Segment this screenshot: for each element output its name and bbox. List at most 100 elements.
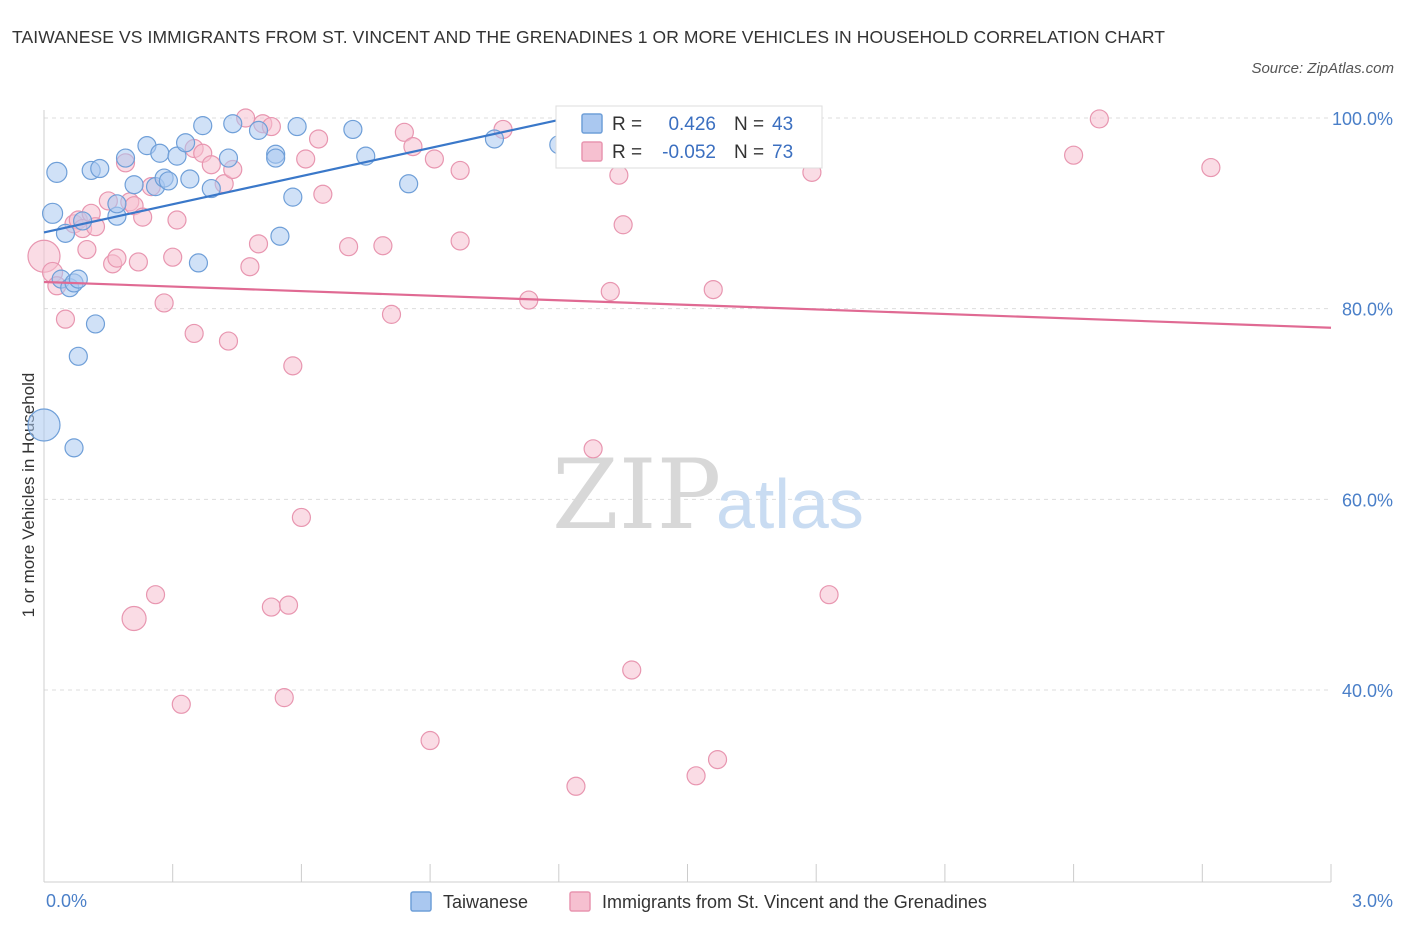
stats-n-value-2: 73 [772, 142, 793, 163]
trend-line-taiwanese [43, 118, 560, 234]
y-axis-title: 1 or more Vehicles in Household [19, 373, 38, 618]
immigrants-point-30 [218, 331, 239, 351]
watermark-zip: ZIP [552, 439, 721, 551]
immigrants-point-51 [424, 149, 444, 169]
source-label: Source: ZipAtlas.com [1251, 60, 1394, 77]
taiwanese-point-10 [73, 211, 93, 231]
immigrants-point-7 [77, 239, 97, 260]
taiwanese-point-17 [124, 175, 144, 195]
taiwanese-point-20 [150, 143, 170, 163]
immigrants-point-52 [450, 231, 470, 251]
stats-r-value-2: -0.052 [662, 142, 716, 163]
taiwanese-point-28 [201, 178, 221, 199]
legend-swatch-taiwanese [410, 891, 432, 912]
taiwanese-point-9 [68, 346, 88, 366]
y-tick-labels: 40.0% 60.0% 80.0% 100.0% [1332, 109, 1393, 701]
x-tick-label-min: 0.0% [46, 891, 87, 911]
immigrants-point-57 [566, 776, 586, 796]
immigrants-point-60 [609, 165, 629, 185]
taiwanese-point-34 [270, 226, 290, 246]
watermark-atlas: atlas [716, 465, 864, 543]
immigrants-point-22 [163, 247, 183, 267]
taiwanese-point-35 [283, 187, 303, 207]
taiwanese-point-30 [223, 114, 243, 134]
immigrants-point-44 [313, 184, 333, 204]
immigrants-point-3 [55, 309, 76, 329]
immigrants-point-38 [274, 688, 294, 708]
immigrants-point-66 [707, 749, 728, 770]
immigrants-point-40 [283, 356, 303, 376]
taiwanese-point-24 [175, 133, 196, 153]
immigrants-point-65 [703, 280, 723, 300]
immigrants-point-59 [600, 281, 620, 302]
immigrants-point-34 [248, 234, 269, 254]
legend-label-taiwanese: Taiwanese [443, 892, 528, 912]
x-ticks [172, 864, 1332, 882]
stats-swatch-taiwanese [581, 113, 603, 134]
legend-label-immigrants: Immigrants from St. Vincent and the Gren… [602, 892, 987, 912]
y-tick-label-80: 80.0% [1342, 300, 1393, 320]
immigrants-point-61 [613, 215, 633, 235]
immigrants-point-41 [291, 507, 311, 528]
y-tick-label-100: 100.0% [1332, 109, 1393, 129]
taiwanese-point-13 [90, 158, 110, 179]
stats-r-label-2: R = [612, 142, 642, 163]
immigrants-point-23 [167, 210, 187, 230]
taiwanese-point-37 [343, 119, 363, 140]
taiwanese-point-26 [188, 253, 209, 273]
y-tick-label-60: 60.0% [1342, 490, 1393, 510]
trend-line-immigrants [43, 280, 1332, 329]
taiwanese-point-15 [107, 194, 127, 214]
taiwanese-point-7 [68, 269, 88, 289]
taiwanese-point-12 [85, 314, 106, 334]
taiwanese-point-33 [266, 148, 286, 168]
immigrants-point-37 [261, 597, 281, 617]
legend-swatch-immigrants [569, 891, 591, 912]
immigrants-point-62 [622, 660, 642, 680]
immigrants-point-24 [171, 694, 191, 714]
immigrants-point-33 [240, 257, 260, 277]
stats-swatch-immigrants [581, 141, 603, 162]
trend-lines [43, 118, 1332, 329]
immigrants-point-20 [145, 585, 166, 605]
stats-n-value-1: 43 [772, 114, 793, 135]
immigrants-point-47 [381, 304, 402, 324]
taiwanese-point-2 [46, 161, 68, 183]
y-tick-label-40: 40.0% [1342, 681, 1393, 701]
immigrants-point-50 [420, 730, 440, 751]
x-tick-label-max: 3.0% [1352, 891, 1393, 911]
immigrants-point-28 [201, 155, 221, 175]
immigrants-point-17 [128, 252, 148, 272]
immigrants-point-58 [583, 439, 603, 459]
taiwanese-point-1 [41, 202, 64, 224]
taiwanese-point-0 [27, 408, 61, 442]
immigrants-point-42 [296, 149, 316, 169]
stats-n-label-1: N = [734, 114, 764, 135]
taiwanese-point-31 [248, 120, 269, 140]
immigrants-point-69 [819, 585, 839, 605]
immigrants-point-21 [154, 293, 174, 313]
grid-lines [44, 117, 1331, 691]
immigrants-point-64 [686, 766, 706, 786]
immigrants-point-12 [107, 248, 127, 268]
immigrants-point-46 [373, 236, 393, 256]
immigrants-point-45 [338, 237, 359, 257]
taiwanese-point-8 [64, 438, 84, 458]
immigrants-point-26 [184, 323, 204, 344]
immigrants-point-16 [121, 605, 147, 632]
taiwanese-point-22 [158, 171, 179, 191]
immigrants-point-53 [450, 160, 470, 181]
taiwanese-point-23 [167, 146, 187, 166]
stats-box: R = 0.426 N = 43 R = -0.052 N = 73 [555, 105, 823, 169]
taiwanese-point-16 [115, 148, 136, 168]
chart-title: TAIWANESE VS IMMIGRANTS FROM ST. VINCENT… [12, 27, 1166, 47]
immigrants-point-43 [308, 129, 329, 149]
taiwanese-point-29 [218, 148, 239, 168]
taiwanese-point-36 [287, 116, 307, 137]
stats-r-label-1: R = [612, 114, 642, 135]
immigrants-point-39 [278, 595, 299, 615]
immigrants-point-48 [394, 122, 414, 142]
taiwanese-point-25 [180, 169, 200, 189]
taiwanese-point-39 [399, 174, 419, 194]
